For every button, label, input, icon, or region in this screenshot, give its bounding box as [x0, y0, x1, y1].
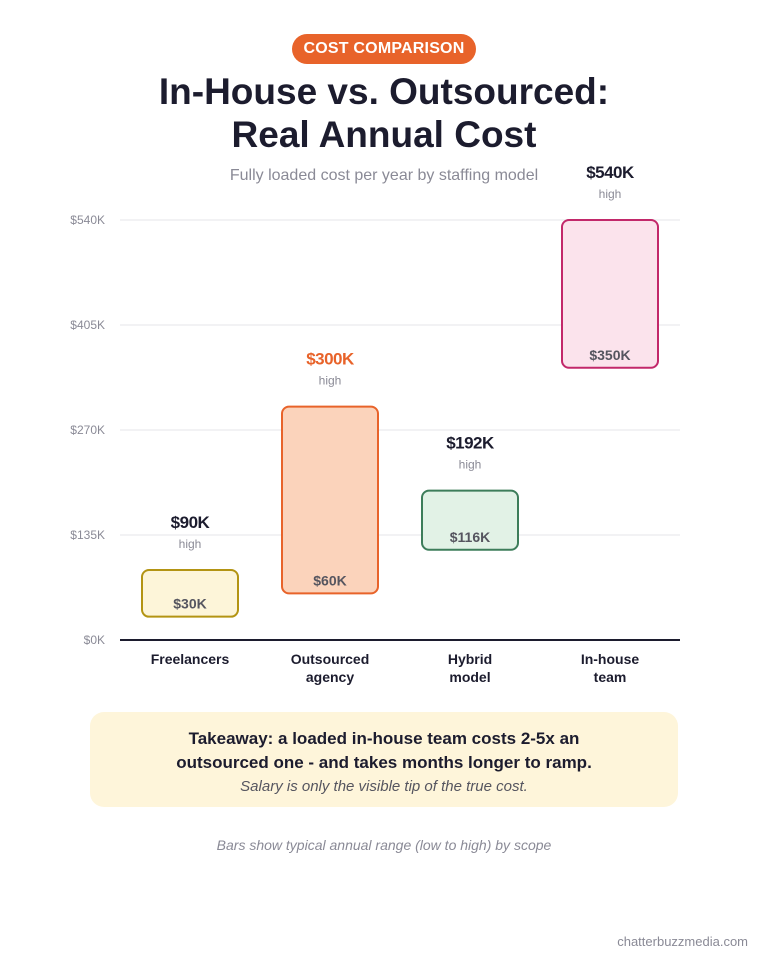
high-value-label: $90K — [171, 513, 211, 532]
high-value-label: $192K — [446, 434, 495, 453]
x-category-label: agency — [306, 669, 354, 685]
high-caption: high — [459, 458, 482, 472]
source-credit: chatterbuzzmedia.com — [617, 934, 748, 949]
high-caption: high — [179, 537, 202, 551]
x-category-label: Freelancers — [151, 651, 230, 667]
takeaway-headline: Takeaway: a loaded in-house team costs 2… — [90, 727, 678, 775]
chart-footnote: Bars show typical annual range (low to h… — [216, 837, 552, 853]
x-category-label: Outsourced — [291, 651, 370, 667]
chart-subtitle: Fully loaded cost per year by staffing m… — [229, 167, 539, 184]
high-caption: high — [599, 187, 622, 201]
y-tick-label: $270K — [70, 423, 105, 437]
y-tick-label: $135K — [70, 528, 105, 542]
x-category-label: team — [594, 669, 627, 685]
x-category-label: Hybrid — [448, 651, 492, 667]
y-tick-label: $540K — [70, 213, 105, 227]
low-value-label: $116K — [450, 529, 490, 545]
range-bar-chart: $0K $135K $270K $405K $540K $30K high $90K Freel… — [70, 163, 680, 685]
takeaway-headline-line-2: outsourced one - and takes months longer… — [176, 753, 592, 772]
x-category-label: In-house — [581, 651, 640, 667]
high-value-label: $540K — [586, 163, 635, 182]
high-value-label: $300K — [306, 350, 355, 369]
range-bar — [561, 219, 659, 369]
high-caption: high — [319, 374, 342, 388]
takeaway-headline-line-1: Takeaway: a loaded in-house team costs 2… — [188, 729, 580, 748]
page-title: In-House vs. Outsourced: Real Annual Cos… — [0, 70, 768, 156]
range-bar — [141, 569, 239, 618]
y-tick-label: $0K — [84, 633, 105, 647]
title-line-2: Real Annual Cost — [231, 114, 537, 155]
y-tick-label: $405K — [70, 318, 105, 332]
low-value-label: $30K — [173, 596, 206, 612]
range-bar — [281, 405, 379, 595]
takeaway-box: Takeaway: a loaded in-house team costs 2… — [90, 712, 678, 807]
low-value-label: $350K — [589, 347, 630, 363]
range-bar — [421, 489, 519, 551]
takeaway-note: Salary is only the visible tip of the tr… — [240, 778, 528, 795]
title-line-1: In-House vs. Outsourced: — [158, 71, 610, 112]
low-value-label: $60K — [313, 572, 346, 588]
category-badge: COST COMPARISON — [292, 34, 476, 64]
x-category-label: model — [449, 669, 490, 685]
